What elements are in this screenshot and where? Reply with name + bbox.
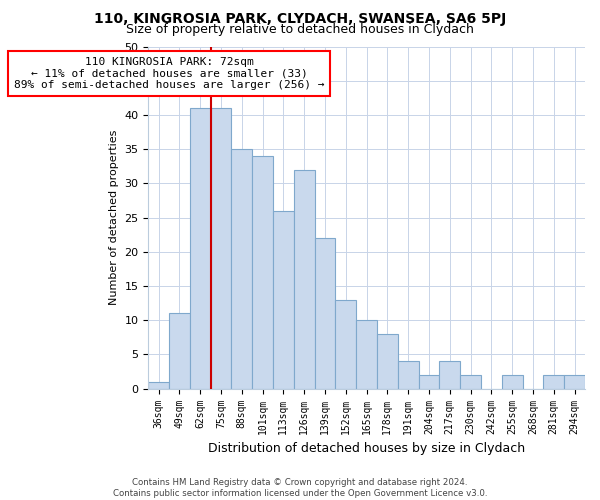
Bar <box>460 375 481 388</box>
Bar <box>273 211 294 388</box>
Bar <box>169 314 190 388</box>
Text: Size of property relative to detached houses in Clydach: Size of property relative to detached ho… <box>126 22 474 36</box>
Bar <box>148 382 169 388</box>
Bar <box>419 375 439 388</box>
Y-axis label: Number of detached properties: Number of detached properties <box>109 130 119 306</box>
Bar <box>211 108 232 388</box>
Bar <box>335 300 356 388</box>
Bar <box>232 149 252 388</box>
Bar <box>294 170 314 388</box>
Bar <box>544 375 564 388</box>
Bar <box>377 334 398 388</box>
Bar <box>564 375 585 388</box>
Bar <box>356 320 377 388</box>
Bar <box>190 108 211 388</box>
Bar <box>502 375 523 388</box>
X-axis label: Distribution of detached houses by size in Clydach: Distribution of detached houses by size … <box>208 442 525 455</box>
Text: Contains HM Land Registry data © Crown copyright and database right 2024.
Contai: Contains HM Land Registry data © Crown c… <box>113 478 487 498</box>
Text: 110, KINGROSIA PARK, CLYDACH, SWANSEA, SA6 5PJ: 110, KINGROSIA PARK, CLYDACH, SWANSEA, S… <box>94 12 506 26</box>
Bar <box>252 156 273 388</box>
Text: 110 KINGROSIA PARK: 72sqm
← 11% of detached houses are smaller (33)
89% of semi-: 110 KINGROSIA PARK: 72sqm ← 11% of detac… <box>14 57 324 90</box>
Bar <box>314 238 335 388</box>
Bar <box>398 362 419 388</box>
Bar <box>439 362 460 388</box>
